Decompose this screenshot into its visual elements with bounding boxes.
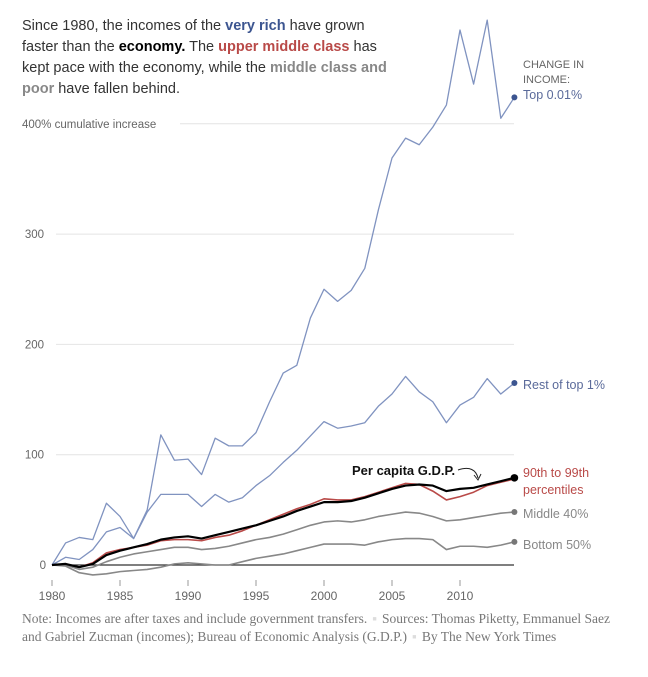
- sources-text: Sources: Thomas Piketty, Emmanuel Saez a…: [22, 611, 610, 644]
- series-line-middle-40-: [52, 511, 515, 571]
- x-tick-label: 1995: [243, 589, 270, 603]
- series-end-dot-rest-of-top-1-: [511, 380, 518, 387]
- chart-note: Note: Incomes are after taxes and includ…: [22, 611, 610, 644]
- headline-text: has kept pace with the economy, while th…: [22, 39, 377, 76]
- headline-text: The: [185, 39, 219, 55]
- x-tick-label: 1985: [107, 589, 134, 603]
- arrow-head-icon: [473, 473, 482, 481]
- series-label-top-0-01-: Top 0.01%: [523, 88, 582, 102]
- legend-heading: CHANGE IN: [523, 59, 584, 71]
- series-line-bottom-50-: [51, 537, 515, 576]
- upper-middle-highlight: upper middle class: [218, 39, 350, 55]
- note-text: Note: Incomes are after taxes and includ…: [22, 611, 368, 626]
- series-label-rest-of-top-1-: Rest of top 1%: [523, 378, 605, 392]
- series-label-gdp: Per capita G.D.P.: [352, 463, 455, 478]
- economy-highlight: economy.: [118, 39, 186, 55]
- headline-text: have fallen behind.: [54, 81, 180, 97]
- series-end-dot-per-capita-g-d-p-: [510, 474, 519, 482]
- x-tick-label: 1980: [39, 589, 66, 603]
- series-end-dot-middle-40-: [511, 509, 518, 516]
- y-tick-label: 100: [25, 450, 44, 462]
- x-tick-label: 2005: [379, 589, 406, 603]
- y-tick-label: 0: [40, 560, 46, 572]
- headline-text: Since 1980, the incomes of the: [22, 18, 226, 34]
- series-end-dot-bottom-50-: [511, 538, 518, 545]
- y-tick-label: 200: [25, 339, 44, 351]
- x-tick-label: 1990: [175, 589, 202, 603]
- x-tick-label: 2000: [311, 589, 338, 603]
- x-tick-label: 2010: [447, 589, 474, 603]
- series-label-90th-to-99th-percentiles: 90th to 99th: [523, 466, 589, 480]
- series-end-dot-top-0-01-: [511, 94, 518, 101]
- legend-heading: INCOME:: [523, 74, 570, 86]
- headline: Since 1980, the incomes of the very rich…: [22, 16, 402, 100]
- series-label-middle-40-: Middle 40%: [523, 507, 588, 521]
- middle-poor-highlight: middle class and poor: [22, 60, 387, 97]
- headline-text: have grown faster than the: [22, 18, 365, 55]
- series-label-90th-to-99th-percentiles: percentiles: [523, 483, 583, 497]
- very-rich-highlight: very rich: [225, 18, 286, 34]
- y-tick-label: 400% cumulative increase: [22, 119, 156, 131]
- series-label-bottom-50-: Bottom 50%: [523, 538, 591, 552]
- y-tick-label: 300: [25, 229, 44, 241]
- arrow-icon: [457, 467, 479, 479]
- byline: By The New York Times: [421, 628, 557, 644]
- series-line-top-0-01-: [51, 19, 515, 566]
- series-line-rest-of-top-1-: [51, 375, 515, 566]
- series-line-per-capita-g-d-p-: [51, 476, 515, 569]
